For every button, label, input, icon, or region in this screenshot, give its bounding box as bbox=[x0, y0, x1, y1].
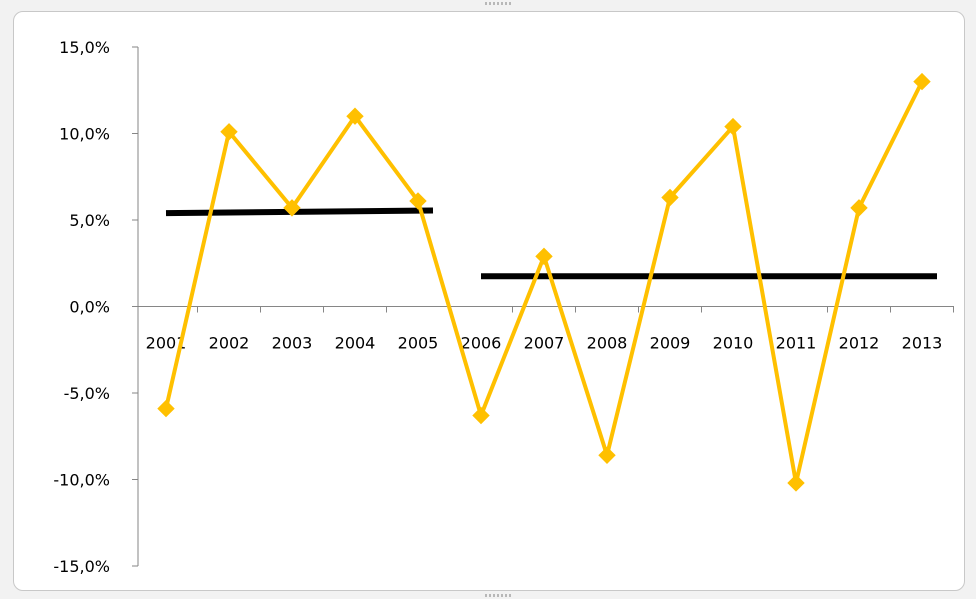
data-point-marker bbox=[724, 117, 742, 136]
series-line bbox=[164, 79, 924, 485]
line-chart: 15,0% 10,0% 5,0% 0,0% -5,0% -10,0% -15,0% 2001… bbox=[53, 38, 954, 576]
y-axis-tick-labels: 15,0% 10,0% 5,0% 0,0% -5,0% -10,0% -15,0% bbox=[53, 38, 110, 576]
x-tick-label: 2007 bbox=[524, 334, 565, 353]
x-tick-label: 2013 bbox=[902, 334, 943, 353]
mean-line bbox=[165, 207, 434, 217]
y-tick-label: 15,0% bbox=[59, 38, 110, 57]
x-tick-label: 2008 bbox=[587, 334, 628, 353]
data-point-marker bbox=[661, 188, 679, 207]
data-point-marker bbox=[787, 474, 805, 492]
x-tick-label: 2010 bbox=[713, 334, 754, 353]
data-point-marker bbox=[472, 406, 490, 425]
data-point-marker bbox=[220, 123, 238, 141]
y-tick-label: 0,0% bbox=[69, 298, 110, 317]
data-point-marker bbox=[346, 107, 364, 125]
x-tick-label: 2002 bbox=[209, 334, 250, 353]
x-tick-label: 2012 bbox=[839, 334, 880, 353]
x-tick-label: 2004 bbox=[335, 334, 376, 353]
data-point-marker bbox=[283, 199, 301, 217]
y-tick-label: 5,0% bbox=[69, 211, 110, 230]
data-point-marker bbox=[598, 446, 616, 464]
chart-area[interactable]: 15,0% 10,0% 5,0% 0,0% -5,0% -10,0% -15,0% 2001… bbox=[13, 11, 965, 591]
x-tick-label: 2003 bbox=[272, 334, 313, 353]
data-point-marker bbox=[913, 72, 931, 91]
chart-axes bbox=[132, 46, 954, 567]
y-tick-label: -5,0% bbox=[64, 384, 110, 403]
x-tick-label: 2009 bbox=[650, 334, 691, 353]
chart-resize-handle-top[interactable] bbox=[485, 2, 511, 5]
x-axis-tick-labels: 2001 2002 2003 2004 2005 2006 2007 2008 2009 2010… bbox=[146, 334, 943, 353]
data-point-marker bbox=[157, 399, 175, 418]
x-tick-label: 2011 bbox=[776, 334, 817, 353]
x-tick-label: 2001 bbox=[146, 334, 187, 353]
chart-resize-handle-bottom[interactable] bbox=[485, 594, 511, 597]
y-tick-label: -15,0% bbox=[53, 557, 110, 576]
data-point-marker bbox=[409, 192, 427, 210]
mean-lines bbox=[165, 207, 937, 280]
data-point-marker bbox=[535, 247, 553, 266]
y-tick-label: 10,0% bbox=[59, 125, 110, 144]
x-tick-label: 2005 bbox=[398, 334, 439, 353]
y-tick-label: -10,0% bbox=[53, 471, 110, 490]
data-series bbox=[157, 72, 931, 492]
x-tick-label: 2006 bbox=[461, 334, 502, 353]
data-point-marker bbox=[850, 199, 868, 217]
